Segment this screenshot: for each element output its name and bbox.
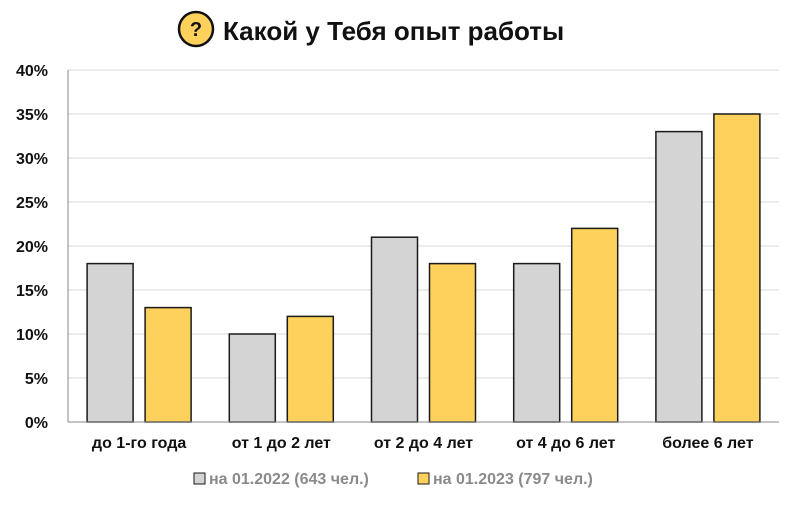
y-axis-ticks: 0% 5% 10% 15% 20% 25% 30% 35% 40% [16,63,48,432]
y-tick-label: 15% [16,283,48,300]
legend: на 01.2022 (643 чел.) на 01.2023 (797 чел… [193,471,593,488]
bar [86,262,134,423]
legend-label: на 01.2022 (643 чел.) [209,471,369,488]
bar [713,113,761,423]
y-tick-label: 5% [25,371,48,388]
bar [570,227,619,423]
x-category-label: более 6 лет [662,435,753,452]
y-tick-label: 40% [16,63,48,80]
bar [228,333,277,423]
bar [286,315,335,423]
y-tick-label: 20% [16,239,48,256]
question-icon [177,10,215,48]
bar [428,262,477,423]
chart-title: Какой у Тебя опыт работы [223,16,564,46]
y-tick-label: 30% [16,151,48,168]
y-tick-label: 10% [16,327,48,344]
y-tick-label: 0% [25,415,48,432]
x-category-label: от 4 до 6 лет [516,435,615,452]
x-category-label: от 2 до 4 лет [374,435,473,452]
bar [655,130,703,423]
y-tick-label: 35% [16,107,48,124]
x-category-label: от 1 до 2 лет [232,435,331,452]
x-axis-categories: до 1-го года от 1 до 2 лет от 2 до 4 лет от… [92,435,754,452]
axes [67,70,779,423]
question-icon-glyph: ? [190,19,202,41]
bar [370,236,419,423]
bar [512,262,561,423]
legend-swatch [193,472,206,485]
legend-swatch [417,472,430,485]
chart-header: ? Какой у Тебя опыт работы [177,10,564,48]
y-tick-label: 25% [16,195,48,212]
x-category-label: до 1-го года [92,435,186,452]
bars [86,113,761,423]
legend-label: на 01.2023 (797 чел.) [433,471,593,488]
bar [144,306,192,423]
